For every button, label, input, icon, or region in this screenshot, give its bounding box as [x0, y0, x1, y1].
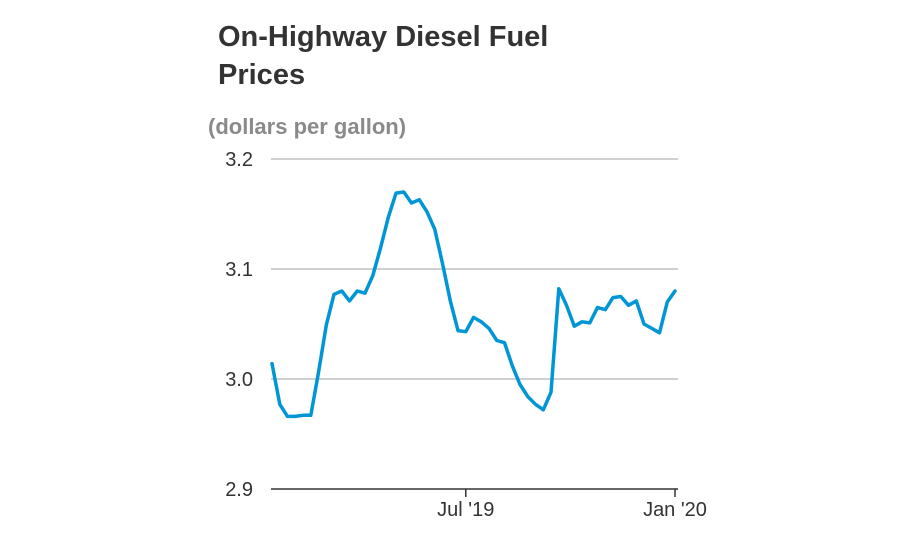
chart-series	[270, 190, 677, 419]
y-tick-label: 3.1	[225, 259, 253, 281]
series-line	[270, 190, 677, 419]
chart-title: On-Highway Diesel Fuel Prices	[218, 21, 549, 91]
y-tick-label: 3.2	[225, 149, 253, 171]
x-tick-label: Jan '20	[643, 499, 707, 521]
y-tick-label: 2.9	[225, 479, 253, 501]
chart-subtitle: (dollars per gallon)	[208, 114, 407, 139]
x-tick-label: Jul '19	[437, 499, 494, 521]
y-axis: 2.9 3.0 3.1 3.2	[225, 149, 253, 501]
y-tick-label: 3.0	[225, 369, 253, 391]
x-axis: Jul '19 Jan '20	[437, 489, 707, 521]
chart-grid	[271, 158, 678, 490]
